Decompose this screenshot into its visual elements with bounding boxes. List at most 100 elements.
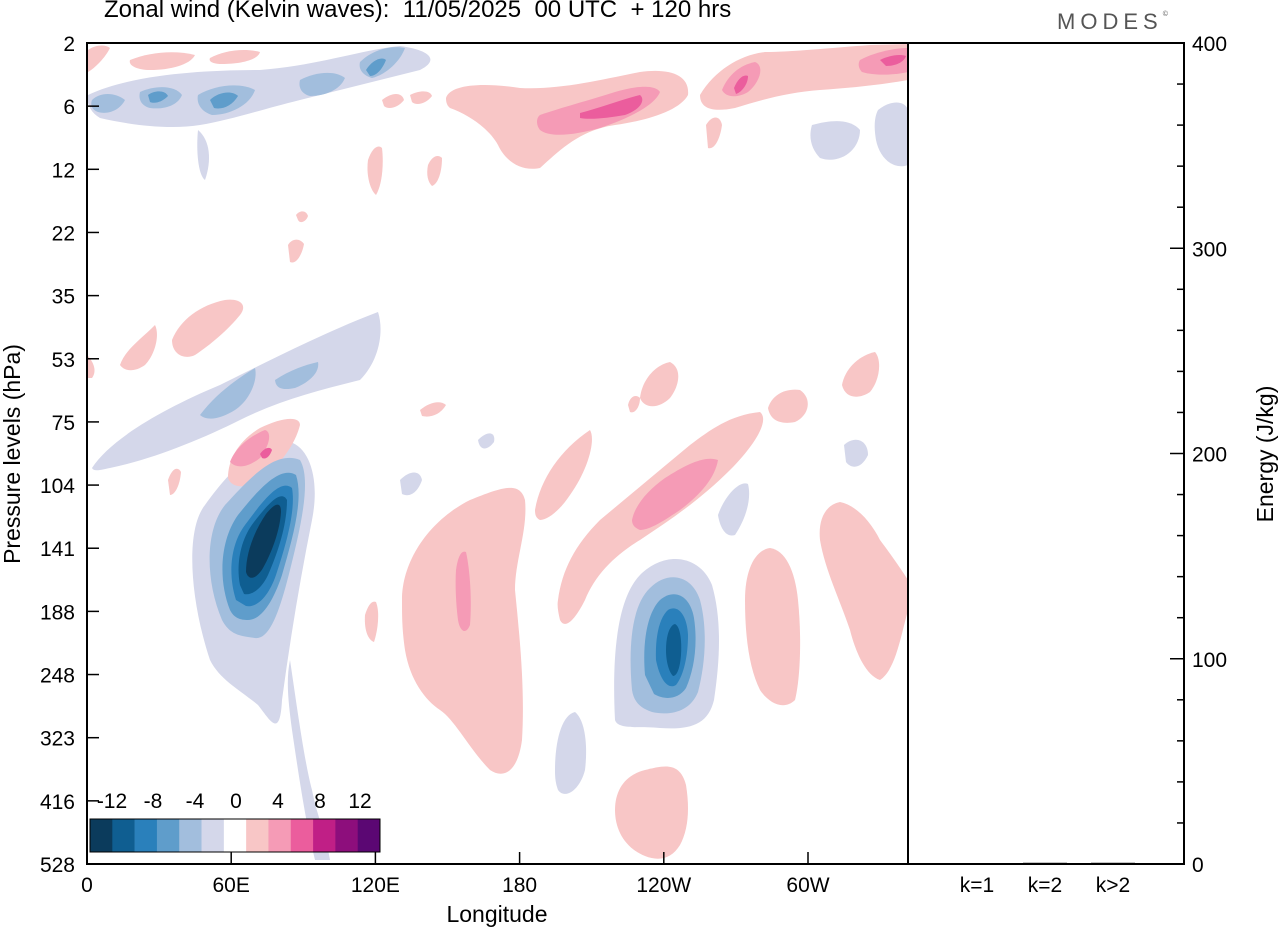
colorbar-swatch: [268, 819, 292, 852]
contour-region: [427, 156, 442, 186]
y-tick-label: 35: [52, 286, 75, 309]
contour-region: [87, 355, 95, 378]
colorbar-label: -12: [97, 790, 127, 813]
y-tick-label: 104: [40, 475, 75, 498]
contour-region: [91, 94, 125, 113]
y-tick-label: 75: [52, 412, 75, 435]
contour-region: [410, 91, 432, 104]
colorbar: -12 -8 -4 0 4 8 12: [89, 790, 381, 853]
contour-region: [400, 472, 422, 496]
brand-logo: MODES©: [1057, 9, 1168, 35]
energy-tick-label: 0: [1192, 854, 1204, 877]
contour-region: [246, 504, 281, 578]
contour-region: [420, 402, 446, 417]
colorbar-swatch: [179, 819, 202, 852]
contour-region: [615, 766, 688, 859]
colorbar-swatch: [201, 819, 225, 852]
energy-bar: [1091, 862, 1135, 865]
contour-region: [129, 52, 195, 70]
energy-category-label: k=1: [960, 874, 994, 897]
contour-region: [666, 624, 682, 676]
contour-region: [745, 548, 801, 706]
colorbar-label: 12: [348, 790, 371, 813]
chart-title: Zonal wind (Kelvin waves): 11/05/2025 00…: [104, 0, 732, 23]
colorbar-label: -4: [186, 790, 205, 813]
x-tick-label: 0: [81, 874, 93, 897]
colorbar-swatch: [134, 819, 158, 852]
contour-region: [260, 447, 272, 459]
y-tick-label: 141: [40, 538, 75, 561]
y-tick-label: 53: [52, 349, 75, 372]
energy-bars: [955, 862, 1135, 865]
x-tick-label: 120W: [636, 874, 691, 897]
colorbar-swatch: [357, 819, 381, 852]
contour-region: [580, 95, 643, 119]
energy-plot: 0 100 200 300 400 Energy (J/kg) k=1 k=2 k>2: [907, 33, 1278, 897]
contour-region: [844, 439, 868, 467]
contour-region: [210, 92, 238, 109]
x-tick-label: 180: [502, 874, 537, 897]
contour-region: [88, 45, 110, 72]
contour-region: [148, 91, 168, 103]
energy-bar: [955, 863, 999, 865]
contour-region: [120, 325, 157, 371]
colorbar-label: 4: [272, 790, 284, 813]
contour-region: [810, 121, 860, 160]
y-tick-label: 528: [40, 854, 75, 877]
energy-axis-title: Energy (J/kg): [1252, 386, 1278, 523]
energy-tick-label: 200: [1192, 444, 1227, 467]
energy-category-label: k=2: [1028, 874, 1062, 897]
energy-bar: [1023, 862, 1067, 865]
x-axis-title: Longitude: [446, 901, 547, 927]
brand-mark: ©: [1162, 11, 1168, 18]
y-tick-label: 2: [63, 33, 75, 56]
contour-region: [632, 458, 718, 530]
y-tick-label: 248: [40, 665, 75, 688]
energy-frame: [907, 42, 1185, 865]
heatmap-plot: -12 -8 -4 0 4 8 12 2 6 12 22 35 53 75 104 141 188 248 323…: [0, 33, 909, 927]
contour-region: [197, 130, 210, 180]
contour-region: [819, 502, 908, 680]
contour-region: [288, 239, 304, 263]
colorbar-label: 8: [314, 790, 326, 813]
colorbar-swatch: [90, 819, 113, 852]
colorbar-swatch: [313, 819, 336, 852]
energy-axes: 0 100 200 300 400 Energy (J/kg) k=1 k=2 k>2: [960, 33, 1278, 897]
contour-region: [366, 58, 386, 76]
brand-name: MODES: [1057, 9, 1163, 34]
contour-region: [275, 362, 319, 390]
colorbar-swatch: [335, 819, 358, 852]
contour-region: [700, 44, 908, 110]
contour-region: [478, 433, 495, 449]
x-tick-label: 60W: [786, 874, 829, 897]
contour-region: [299, 72, 345, 96]
contour-region: [172, 299, 244, 357]
contour-region: [880, 55, 906, 66]
contour-region: [364, 601, 379, 642]
contour-region: [455, 551, 471, 632]
heatmap-contours: [87, 44, 908, 860]
colorbar-swatch: [290, 819, 314, 852]
colorbar-frame: [89, 818, 381, 853]
contour-region: [706, 117, 722, 149]
colorbar-label: 0: [230, 790, 242, 813]
contour-region: [209, 50, 260, 64]
contour-region: [87, 46, 431, 128]
energy-tick-label: 300: [1192, 238, 1227, 261]
contour-region: [734, 75, 748, 94]
y-tick-label: 323: [40, 728, 75, 751]
contour-region: [842, 352, 880, 397]
y-tick-label: 6: [63, 96, 75, 119]
colorbar-swatch: [112, 819, 135, 852]
contour-region: [382, 94, 404, 108]
contour-region: [535, 430, 592, 520]
contour-region: [555, 712, 587, 794]
colorbar-swatch: [156, 819, 180, 852]
contour-region: [874, 102, 908, 167]
colorbar-swatch: [246, 819, 269, 852]
energy-tick-label: 400: [1192, 33, 1227, 56]
x-tick-label: 120E: [351, 874, 400, 897]
energy-tick-label: 100: [1192, 649, 1227, 672]
